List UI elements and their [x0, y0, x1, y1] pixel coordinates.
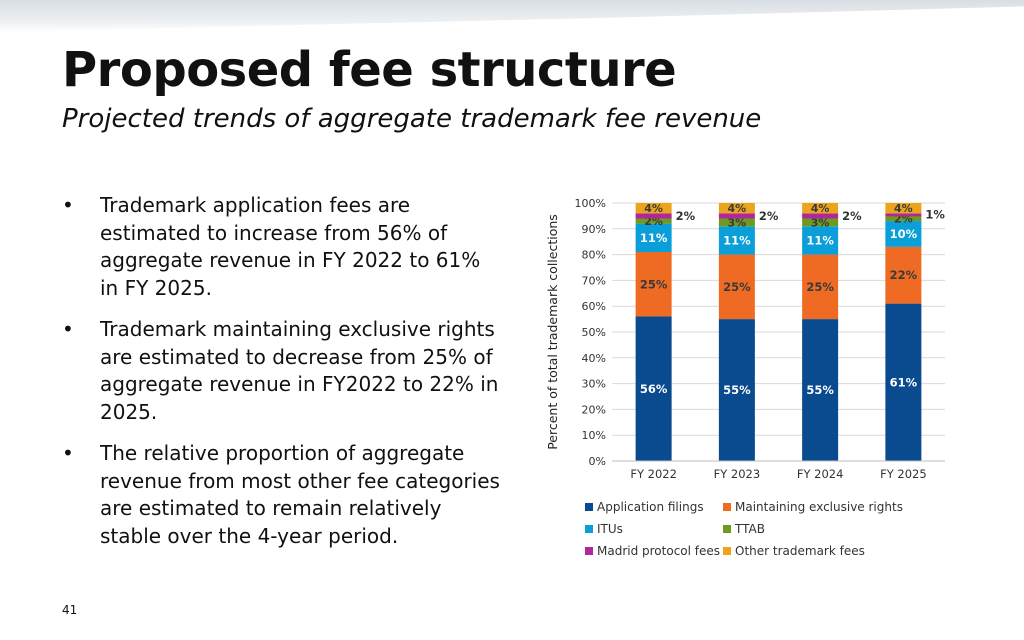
data-label: 25%	[806, 280, 834, 294]
y-tick-label: 20%	[582, 403, 606, 416]
x-tick-label: FY 2024	[797, 467, 844, 481]
legend-swatch	[723, 547, 731, 555]
x-tick-label: FY 2023	[714, 467, 761, 481]
legend-swatch	[585, 547, 593, 555]
bar-segment	[885, 203, 922, 214]
data-label: 2%	[759, 209, 779, 223]
y-tick-label: 90%	[582, 223, 606, 236]
legend-label: Maintaining exclusive rights	[735, 500, 903, 514]
bar-segment	[802, 254, 839, 320]
data-label: 4%	[894, 202, 913, 215]
data-label: 4%	[644, 202, 663, 215]
legend-label: Other trademark fees	[735, 544, 865, 558]
y-tick-label: 0%	[589, 455, 606, 468]
legend-label: ITUs	[597, 522, 623, 536]
y-tick-label: 70%	[582, 274, 606, 287]
data-label: 4%	[811, 202, 830, 215]
y-tick-label: 40%	[582, 352, 606, 365]
bar-segment	[718, 319, 755, 461]
bar-segment	[802, 218, 839, 227]
data-label: 11%	[723, 233, 751, 247]
bullet-text: Trademark application fees are estimated…	[100, 193, 481, 300]
bar-segment	[635, 223, 672, 253]
bar-segment	[802, 213, 839, 219]
bullet-item: • Trademark application fees are estimate…	[62, 192, 502, 302]
bullet-item: • The relative proportion of aggregate re…	[62, 440, 502, 550]
bar-segment	[802, 203, 839, 214]
bullet-dot: •	[62, 193, 74, 217]
bar-segment	[885, 215, 922, 222]
data-label: 25%	[640, 277, 668, 291]
legend-label: TTAB	[734, 522, 765, 536]
bar-segment	[718, 218, 755, 227]
y-tick-label: 100%	[575, 197, 606, 210]
bullet-text: Trademark maintaining exclusive rights a…	[100, 317, 499, 424]
bar-segment	[885, 246, 922, 304]
bar-segment	[885, 303, 922, 461]
bar-segment	[635, 218, 672, 224]
x-tick-label: FY 2025	[880, 467, 927, 481]
bullet-list: • Trademark application fees are estimate…	[62, 192, 502, 564]
data-label: 10%	[890, 227, 918, 241]
data-label: 2%	[842, 209, 862, 223]
bar-segment	[718, 213, 755, 219]
bar-segment	[885, 213, 922, 217]
legend-label: Madrid protocol fees	[597, 544, 720, 558]
x-tick-label: FY 2022	[630, 467, 677, 481]
data-label: 1%	[925, 208, 945, 222]
bar-segment	[635, 316, 672, 461]
bar-segment	[802, 319, 839, 461]
bar-segment	[635, 203, 672, 214]
bar-segment	[718, 254, 755, 320]
bullet-item: • Trademark maintaining exclusive rights …	[62, 316, 502, 426]
bar-segment	[718, 226, 755, 255]
legend-swatch	[723, 525, 731, 533]
y-tick-label: 10%	[582, 429, 606, 442]
legend-swatch	[585, 525, 593, 533]
slide-title: Proposed fee structure	[62, 42, 677, 98]
y-tick-label: 50%	[582, 326, 606, 339]
slide-subtitle: Projected trends of aggregate trademark …	[62, 104, 762, 134]
page-number: 41	[62, 603, 78, 617]
legend-swatch	[585, 503, 593, 511]
data-label: 3%	[728, 216, 747, 229]
legend-swatch	[723, 503, 731, 511]
data-label: 11%	[806, 233, 834, 247]
data-label: 56%	[640, 382, 668, 396]
bar-segment	[635, 213, 672, 219]
bar-segment	[718, 203, 755, 214]
data-label: 2%	[676, 209, 696, 223]
data-label: 55%	[723, 383, 751, 397]
bar-segment	[802, 226, 839, 255]
header-band	[0, 0, 1024, 32]
legend-label: Application filings	[597, 500, 704, 514]
stacked-bar-chart: 0% 10% 20% 30% 40% 50% 60% 70% 80% 90% 100% Percent…	[545, 197, 945, 558]
y-tick-label: 30%	[582, 378, 606, 391]
data-label: 22%	[890, 268, 918, 282]
y-tick-label: 60%	[582, 300, 606, 313]
bullet-dot: •	[62, 317, 74, 341]
bar-segment	[885, 221, 922, 247]
data-label: 11%	[640, 231, 668, 245]
data-label: 4%	[728, 202, 747, 215]
data-label: 55%	[806, 383, 834, 397]
y-tick-label: 80%	[582, 249, 606, 262]
y-axis-label: Percent of total trademark collections	[545, 214, 560, 450]
bar-segment	[635, 252, 672, 317]
bullet-text: The relative proportion of aggregate rev…	[100, 441, 500, 548]
data-label: 25%	[723, 280, 751, 294]
data-label: 61%	[890, 375, 918, 389]
data-label: 3%	[811, 216, 830, 229]
bullet-dot: •	[62, 441, 74, 465]
